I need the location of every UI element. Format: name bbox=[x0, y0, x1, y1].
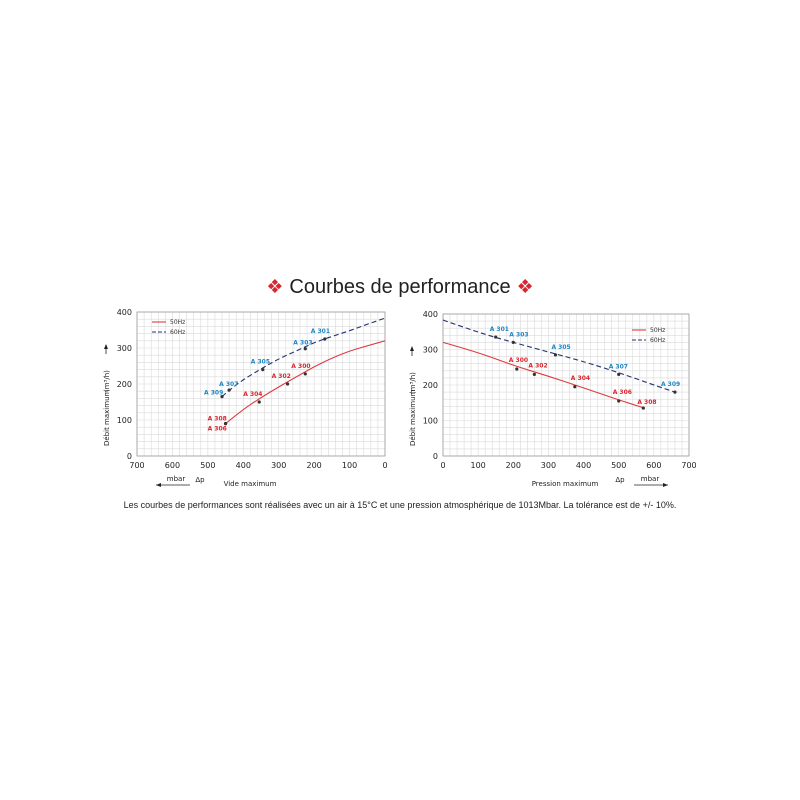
y-axis-arrowhead bbox=[104, 344, 108, 349]
data-point bbox=[673, 390, 677, 394]
x-tick-label: 300 bbox=[541, 461, 556, 470]
x-tick-label: 400 bbox=[236, 461, 251, 470]
data-point bbox=[573, 385, 577, 389]
point-label: A 303 bbox=[509, 331, 528, 338]
point-label: A 305 bbox=[251, 359, 270, 366]
x-axis-label: Vide maximum bbox=[224, 480, 277, 488]
point-label: A 302 bbox=[272, 373, 291, 380]
y-axis-unit: (m³/h) bbox=[409, 372, 417, 394]
x-tick-label: 100 bbox=[342, 461, 357, 470]
point-label: A 306 bbox=[208, 426, 227, 433]
x-axis-arrowhead bbox=[156, 483, 161, 487]
y-tick-label: 300 bbox=[423, 346, 438, 355]
x-tick-label: 500 bbox=[200, 461, 215, 470]
data-point bbox=[494, 335, 498, 339]
legend-label: 50Hz bbox=[650, 327, 665, 334]
grid bbox=[442, 313, 690, 457]
data-point bbox=[261, 368, 265, 372]
delta-p-label: Δp bbox=[615, 476, 625, 484]
series-line-50Hz bbox=[225, 340, 386, 425]
x-tick-label: 700 bbox=[681, 461, 696, 470]
ornament-icon: ❖ bbox=[516, 277, 534, 298]
x-tick-label: 100 bbox=[471, 461, 486, 470]
y-axis-label: Débit maximum bbox=[103, 389, 111, 446]
x-tick-label: 200 bbox=[506, 461, 521, 470]
y-tick-label: 200 bbox=[423, 381, 438, 390]
x-tick-label: 400 bbox=[576, 461, 591, 470]
x-tick-label: 500 bbox=[611, 461, 626, 470]
x-tick-label: 600 bbox=[646, 461, 661, 470]
y-axis-label: Débit maximum bbox=[409, 389, 417, 446]
y-tick-label: 100 bbox=[423, 417, 438, 426]
point-label: A 307 bbox=[609, 363, 628, 370]
legend-label: 60Hz bbox=[170, 329, 185, 336]
legend-label: 50Hz bbox=[170, 319, 185, 326]
x-axis-arrowhead bbox=[663, 483, 668, 487]
data-point bbox=[323, 337, 327, 341]
point-label: A 309 bbox=[204, 390, 223, 397]
point-label: A 309 bbox=[661, 381, 680, 388]
y-tick-label: 0 bbox=[127, 452, 132, 461]
point-label: A 308 bbox=[637, 399, 656, 406]
title-text: Courbes de performance bbox=[289, 276, 511, 298]
data-point bbox=[515, 367, 519, 371]
plot-frame bbox=[442, 313, 690, 457]
x-tick-label: 300 bbox=[271, 461, 286, 470]
footnote: Les courbes de performances sont réalisé… bbox=[123, 500, 677, 510]
legend-label: 60Hz bbox=[650, 337, 665, 344]
data-point bbox=[257, 400, 261, 404]
data-point bbox=[532, 372, 536, 376]
data-point bbox=[223, 422, 228, 426]
ornament-icon: ❖ bbox=[266, 277, 284, 298]
x-tick-label: 700 bbox=[129, 461, 144, 470]
x-tick-label: 0 bbox=[382, 461, 387, 470]
point-label: A 300 bbox=[509, 357, 528, 364]
point-label: A 304 bbox=[243, 391, 262, 398]
series-line-60Hz bbox=[442, 319, 676, 393]
x-tick-label: 200 bbox=[307, 461, 322, 470]
series-line-50Hz bbox=[442, 341, 644, 409]
point-label: A 304 bbox=[571, 375, 590, 382]
data-point bbox=[617, 372, 621, 376]
point-label: A 308 bbox=[208, 416, 227, 423]
y-axis-unit: (m³/h) bbox=[103, 370, 111, 392]
y-tick-label: 200 bbox=[117, 380, 132, 389]
x-tick-label: 0 bbox=[440, 461, 445, 470]
delta-p-label: Δp bbox=[195, 476, 205, 484]
y-tick-label: 100 bbox=[117, 416, 132, 425]
point-label: A 306 bbox=[613, 389, 632, 396]
point-label: A 301 bbox=[490, 326, 509, 333]
data-point bbox=[511, 340, 515, 344]
data-point bbox=[285, 382, 290, 386]
data-point bbox=[303, 347, 307, 351]
data-point bbox=[220, 395, 224, 399]
y-tick-label: 400 bbox=[117, 308, 132, 317]
plot-frame bbox=[136, 311, 386, 457]
point-label: A 300 bbox=[291, 363, 310, 370]
page-title: ❖ Courbes de performance ❖ bbox=[0, 276, 800, 299]
data-point bbox=[553, 353, 558, 357]
y-tick-label: 400 bbox=[423, 310, 438, 319]
data-point bbox=[617, 399, 621, 403]
series-line-60Hz bbox=[221, 317, 386, 398]
x-tick-label: 600 bbox=[165, 461, 180, 470]
point-label: A 303 bbox=[293, 340, 312, 347]
point-label: A 307 bbox=[219, 381, 238, 388]
point-label: A 302 bbox=[528, 362, 547, 369]
x-axis-unit: mbar bbox=[641, 475, 660, 483]
x-axis-label: Pression maximum bbox=[532, 480, 599, 488]
data-point bbox=[303, 372, 307, 376]
x-axis-unit: mbar bbox=[167, 475, 186, 483]
data-point bbox=[641, 406, 645, 410]
point-label: A 301 bbox=[311, 328, 330, 335]
y-tick-label: 0 bbox=[433, 452, 438, 461]
data-point bbox=[227, 388, 231, 392]
point-label: A 305 bbox=[551, 344, 570, 351]
y-tick-label: 300 bbox=[117, 344, 132, 353]
y-axis-arrowhead bbox=[410, 346, 414, 351]
